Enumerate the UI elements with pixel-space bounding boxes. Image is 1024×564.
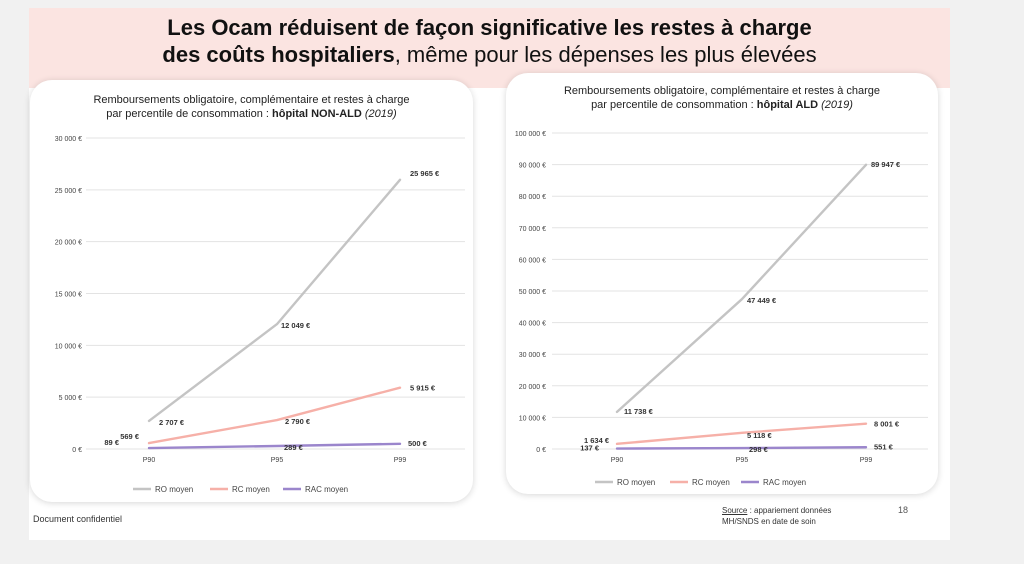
page-number: 18 xyxy=(898,505,909,515)
data-label-rac: 298 € xyxy=(749,445,769,454)
y-tick-label: 25 000 € xyxy=(55,188,82,195)
y-tick-label: 20 000 € xyxy=(55,240,82,247)
chart-title-line-2-bold: hôpital ALD xyxy=(756,99,819,111)
y-tick-label: 30 000 € xyxy=(519,352,546,359)
x-tick-label: P99 xyxy=(860,457,873,464)
y-tick-label: 0 € xyxy=(536,447,546,454)
chart-card-non-ald xyxy=(30,80,473,502)
data-label-rc: 569 € xyxy=(120,432,140,441)
data-label-rac: 500 € xyxy=(408,439,428,448)
data-label-rac: 137 € xyxy=(580,444,600,453)
y-tick-label: 20 000 € xyxy=(519,384,546,391)
data-label-ro: 2 707 € xyxy=(159,418,185,427)
source-text-1: : appariement données xyxy=(747,506,832,515)
data-label-ro: 47 449 € xyxy=(747,296,777,305)
data-label-rac: 89 € xyxy=(104,438,119,447)
data-label-rc: 1 634 € xyxy=(584,436,610,445)
data-label-rc: 8 001 € xyxy=(874,420,900,429)
series-line-rc xyxy=(147,386,402,445)
legend-label-rac: RAC moyen xyxy=(305,485,348,494)
y-tick-label: 40 000 € xyxy=(519,321,546,328)
chart-title-line-2-italic: (2019) xyxy=(818,99,853,111)
data-label-rc: 5 915 € xyxy=(410,384,436,393)
legend-label-ro: RO moyen xyxy=(155,485,193,494)
chart-title-line-2-bold: hôpital NON-ALD xyxy=(272,108,362,120)
data-label-rc: 2 790 € xyxy=(285,417,311,426)
title-line-2-bold: des coûts hospitaliers xyxy=(162,42,395,67)
y-tick-label: 5 000 € xyxy=(59,395,82,402)
chart-title-line-1: Remboursements obligatoire, complémentai… xyxy=(93,94,410,106)
chart-title-line-1: Remboursements obligatoire, complémentai… xyxy=(563,85,881,97)
chart-title-line-2-pre: par percentile de consommation : xyxy=(591,99,757,111)
data-label-ro: 89 947 € xyxy=(871,160,901,169)
y-tick-label: 30 000 € xyxy=(55,136,82,143)
legend-label-rc: RC moyen xyxy=(232,485,270,494)
data-label-rc: 5 118 € xyxy=(747,431,772,440)
y-tick-label: 100 000 € xyxy=(515,131,546,138)
chart-title-line-2-italic: (2019) xyxy=(361,108,397,120)
legend-label-ro: RO moyen xyxy=(617,478,655,487)
title-line-2-rest: , même pour les dépenses les plus élevée… xyxy=(394,42,817,67)
chart-title-ald: Remboursements obligatoire, complémentai… xyxy=(516,84,928,112)
data-label-rac: 289 € xyxy=(284,443,304,452)
y-tick-label: 70 000 € xyxy=(519,226,546,233)
x-tick-label: P90 xyxy=(143,457,156,464)
y-tick-label: 90 000 € xyxy=(519,163,546,170)
data-label-ro: 25 965 € xyxy=(410,169,440,178)
y-tick-label: 10 000 € xyxy=(519,415,546,422)
x-tick-label: P95 xyxy=(736,457,749,464)
data-label-rac: 551 € xyxy=(874,442,894,451)
y-tick-label: 0 € xyxy=(72,447,82,454)
source-text-2: MH/SNDS en date de soin xyxy=(722,517,816,526)
series-line-rac xyxy=(147,442,402,450)
x-tick-label: P95 xyxy=(271,457,284,464)
footer-confidential: Document confidentiel xyxy=(33,514,123,524)
series-line-rc xyxy=(615,422,868,446)
y-tick-label: 15 000 € xyxy=(55,292,82,299)
y-tick-label: 50 000 € xyxy=(519,289,546,296)
chart-title-non-ald: Remboursements obligatoire, complémentai… xyxy=(40,93,463,121)
series-line-rac xyxy=(615,446,868,450)
y-tick-label: 80 000 € xyxy=(519,194,546,201)
y-tick-label: 10 000 € xyxy=(55,343,82,350)
source-label: Source xyxy=(722,506,748,515)
chart-title-line-2-pre: par percentile de consommation : xyxy=(106,108,272,120)
x-tick-label: P90 xyxy=(611,457,624,464)
x-tick-label: P99 xyxy=(394,457,407,464)
legend-label-rac: RAC moyen xyxy=(763,478,806,487)
legend-label-rc: RC moyen xyxy=(692,478,730,487)
series-line-ro xyxy=(615,163,868,414)
series-line-ro xyxy=(147,178,402,423)
y-tick-label: 60 000 € xyxy=(519,257,546,264)
slide-title: Les Ocam réduisent de façon significativ… xyxy=(29,14,950,68)
title-line-1: Les Ocam réduisent de façon significativ… xyxy=(167,15,812,40)
data-label-ro: 11 738 € xyxy=(624,407,654,416)
source-note: Source : appariement données MH/SNDS en … xyxy=(722,505,831,527)
data-label-ro: 12 049 € xyxy=(281,321,311,330)
